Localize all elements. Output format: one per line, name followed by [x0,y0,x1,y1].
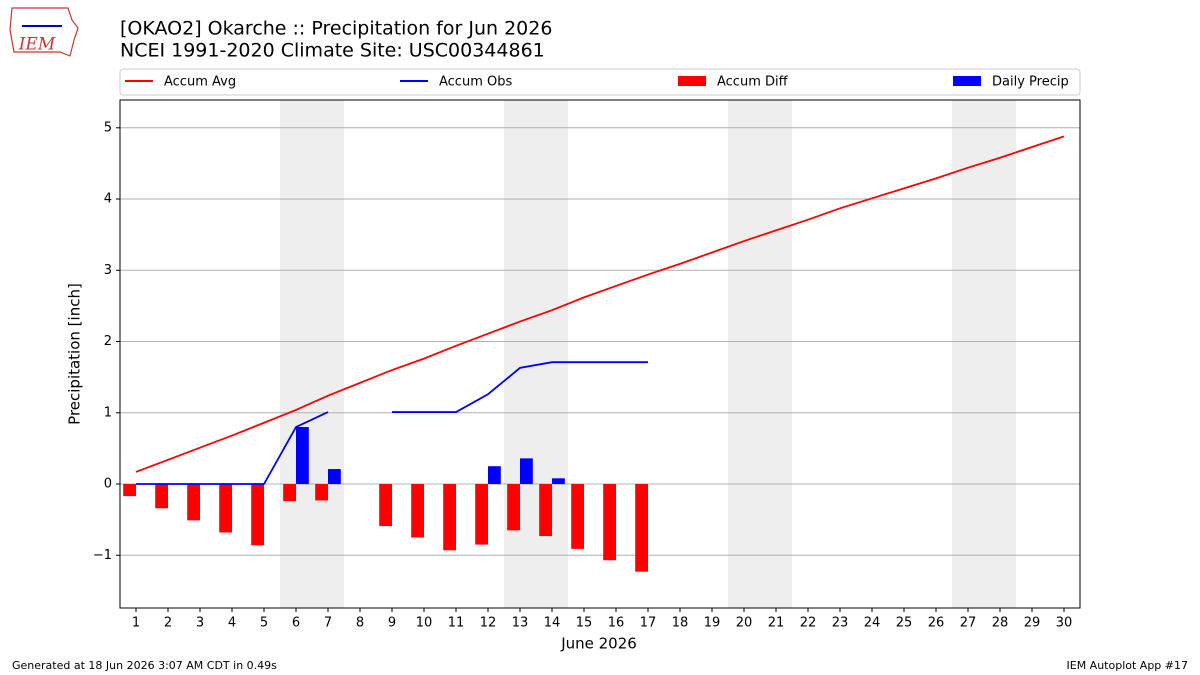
bar [219,484,232,533]
x-tick-label: 11 [448,616,465,631]
x-tick-label: 4 [228,616,236,631]
y-tick-label: 0 [104,477,112,492]
line [136,361,648,485]
bar [315,484,328,501]
x-tick-label: 17 [640,616,657,631]
weekend-shade [952,100,1016,608]
x-tick-label: 15 [576,616,593,631]
x-tick-label: 25 [896,616,913,631]
line [135,135,1065,473]
x-tick-label: 16 [608,616,625,631]
bar [123,484,136,497]
x-tick-label: 19 [704,616,721,631]
chart-title: [OKAO2] Okarche :: Precipitation for Jun… [120,18,552,40]
x-tick-label: 10 [416,616,433,631]
weekend-shade [504,100,568,608]
bar [155,484,168,509]
x-tick-label: 1 [132,616,140,631]
bar [379,484,392,527]
y-tick-label: 5 [104,120,112,135]
legend [119,68,1081,96]
weekend-shade [280,100,344,608]
legend-swatch [678,76,706,86]
x-tick-label: 6 [292,616,300,631]
y-tick-label: 4 [104,192,112,207]
x-tick-label: 13 [512,616,529,631]
bar [552,478,565,485]
bar [443,484,456,551]
y-tick-label: 3 [104,263,112,278]
footer-right: IEM Autoplot App #17 [1067,659,1189,672]
y-tick-label: 1 [104,405,112,420]
x-tick-label: 23 [832,616,849,631]
logo-text: IEM [18,35,56,55]
x-tick-label: 27 [960,616,977,631]
bar [328,469,341,485]
x-tick-label: 21 [768,616,785,631]
bar [571,484,584,549]
plot-frame [119,99,1081,609]
x-tick-label: 22 [800,616,817,631]
logo: IEM [9,7,79,57]
x-tick-label: 7 [324,616,332,631]
x-tick-label: 24 [864,616,881,631]
bar [283,484,296,502]
x-tick-label: 9 [388,616,396,631]
chart-subtitle: NCEI 1991-2020 Climate Site: USC00344861 [120,40,545,62]
bar [251,484,264,546]
footer-left: Generated at 18 Jun 2026 3:07 AM CDT in … [12,659,277,672]
x-tick-label: 3 [196,616,204,631]
bar [635,484,648,572]
y-axis-label: Precipitation [inch] [66,283,84,425]
x-tick-label: 26 [928,616,945,631]
x-tick-label: 30 [1056,616,1073,631]
y-tick-label: 2 [104,334,112,349]
x-tick-label: 5 [260,616,268,631]
legend-label: Accum Avg [164,75,236,90]
bar [539,484,552,537]
bar [507,484,520,531]
legend-label: Accum Diff [717,75,789,90]
x-tick-label: 29 [1024,616,1041,631]
legend-label: Daily Precip [992,75,1069,90]
bar [520,458,533,485]
x-axis-label: June 2026 [560,635,637,653]
legend-swatch [953,76,981,86]
weekend-shade [728,100,792,608]
x-tick-label: 20 [736,616,753,631]
x-tick-label: 2 [164,616,172,631]
x-tick-label: 12 [480,616,497,631]
x-tick-label: 8 [356,616,364,631]
y-tick-label: −1 [93,548,112,563]
bar [475,484,488,545]
bar [411,484,424,538]
bar [296,427,309,485]
bar [488,466,501,485]
legend-label: Accum Obs [439,75,512,90]
x-tick-label: 14 [544,616,561,631]
x-tick-label: 28 [992,616,1009,631]
bar [603,484,616,561]
bar [187,484,200,521]
x-tick-label: 18 [672,616,689,631]
